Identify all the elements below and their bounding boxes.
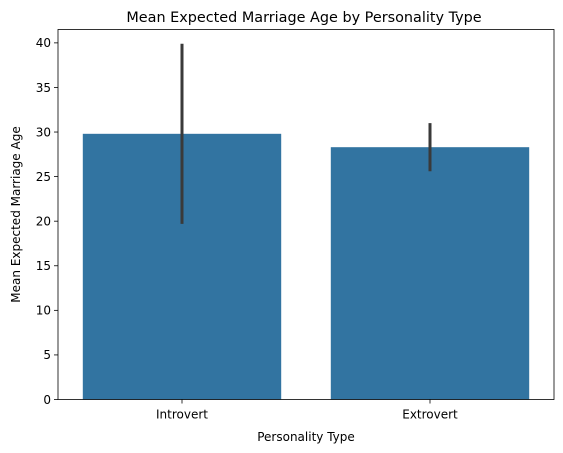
y-tick-label: 40 — [36, 36, 51, 50]
y-tick-label: 0 — [43, 393, 51, 407]
x-tick-label: Introvert — [156, 408, 208, 422]
error-bars-layer — [180, 43, 432, 224]
chart-title: Mean Expected Marriage Age by Personalit… — [126, 10, 481, 26]
y-tick-label: 35 — [36, 81, 51, 95]
y-axis-ticks: 0 5 10 15 20 25 30 35 40 — [36, 36, 58, 407]
y-tick-label: 20 — [36, 214, 51, 228]
y-tick-label: 30 — [36, 125, 51, 139]
plot-frame — [57, 29, 555, 400]
x-axis-ticks: Introvert Extrovert — [156, 399, 458, 422]
y-axis-label: Mean Expected Marriage Age — [9, 126, 23, 302]
y-tick-label: 5 — [43, 348, 51, 362]
y-tick-label: 10 — [36, 304, 51, 318]
bars-layer — [82, 133, 530, 400]
x-tick-label: Extrovert — [402, 408, 458, 422]
y-tick-label: 15 — [36, 259, 51, 273]
x-axis-label: Personality Type — [257, 430, 355, 444]
bar-extrovert — [330, 147, 530, 400]
y-tick-label: 25 — [36, 170, 51, 184]
